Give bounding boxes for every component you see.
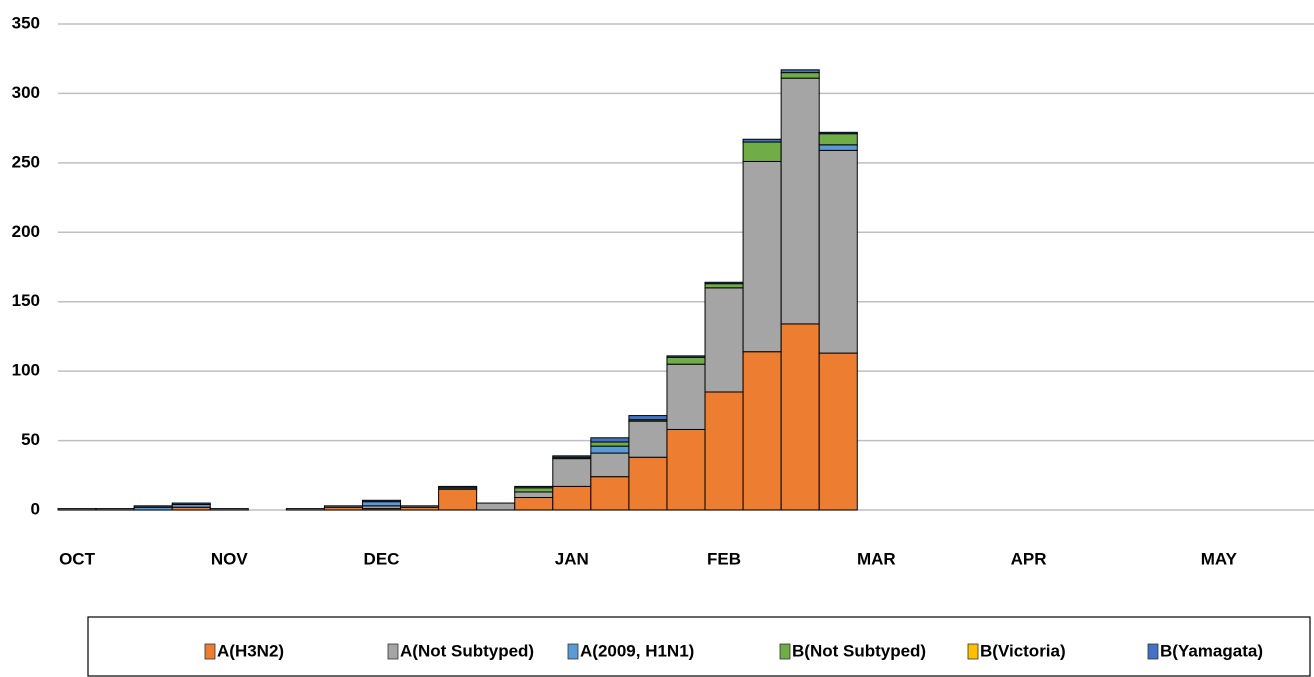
bar-segment bbox=[57, 508, 97, 511]
bar-segment bbox=[590, 452, 630, 478]
bar-segment bbox=[361, 499, 402, 503]
legend-label: A(2009, H1N1) bbox=[580, 641, 694, 660]
bar-segment bbox=[818, 144, 858, 151]
bar-segment bbox=[628, 420, 668, 458]
legend-swatch bbox=[387, 643, 399, 660]
bar-segment bbox=[818, 131, 858, 135]
x-tick-label: APR bbox=[1011, 549, 1047, 568]
x-tick-label: MAY bbox=[1201, 549, 1238, 568]
bar-segment bbox=[704, 287, 744, 393]
bar-segment bbox=[514, 491, 554, 499]
bar-segment bbox=[666, 363, 706, 430]
bar-segment bbox=[780, 69, 820, 74]
bar-segment bbox=[780, 77, 820, 325]
y-tick-label: 200 bbox=[12, 222, 40, 241]
bar-segment bbox=[742, 351, 782, 511]
legend-box bbox=[87, 616, 1311, 677]
bar-segment bbox=[438, 488, 478, 511]
y-tick-label: 350 bbox=[12, 13, 40, 32]
legend-label: B(Not Subtyped) bbox=[792, 641, 926, 660]
bar-segment bbox=[742, 141, 782, 162]
bar-segment bbox=[628, 415, 668, 421]
bar-segment bbox=[133, 505, 173, 508]
bar-segment bbox=[95, 508, 135, 511]
y-tick-label: 0 bbox=[31, 499, 40, 518]
bar-segment bbox=[209, 508, 249, 511]
bar-segment bbox=[514, 487, 554, 493]
bar-segment bbox=[666, 428, 706, 511]
bar-segment bbox=[818, 149, 858, 354]
legend-swatch bbox=[204, 643, 216, 660]
legend-label: A(Not Subtyped) bbox=[400, 641, 534, 660]
bar-segment bbox=[552, 485, 592, 511]
bar-segment bbox=[704, 391, 744, 511]
bar-segment bbox=[285, 508, 325, 511]
bar-segment bbox=[171, 502, 211, 505]
bar-segment bbox=[552, 455, 592, 458]
y-tick-label: 100 bbox=[12, 361, 40, 380]
bar-segment bbox=[476, 502, 516, 511]
y-tick-label: 300 bbox=[12, 83, 40, 102]
bar-segment bbox=[704, 281, 744, 285]
legend-swatch bbox=[967, 643, 979, 660]
y-tick-label: 150 bbox=[12, 291, 40, 310]
legend-label: B(Victoria) bbox=[980, 641, 1066, 660]
legend-swatch bbox=[567, 643, 579, 660]
bar-segment bbox=[704, 283, 744, 289]
y-tick-label: 50 bbox=[21, 430, 40, 449]
bar-segment bbox=[552, 458, 592, 487]
bar-segment bbox=[818, 133, 858, 146]
bar-segment bbox=[514, 497, 554, 511]
bar-segment bbox=[514, 485, 554, 489]
legend-label: B(Yamagata) bbox=[1160, 641, 1263, 660]
x-tick-label: JAN bbox=[555, 549, 589, 568]
x-tick-label: MAR bbox=[857, 549, 896, 568]
legend-swatch bbox=[779, 643, 791, 660]
bar-segment bbox=[818, 352, 858, 511]
x-tick-label: DEC bbox=[364, 549, 400, 568]
bar-segment bbox=[438, 485, 478, 489]
bar-segment bbox=[590, 437, 630, 443]
bar-segment bbox=[742, 160, 782, 353]
bar-segment bbox=[666, 355, 706, 358]
bar-segment bbox=[780, 72, 820, 79]
bar-segment bbox=[742, 138, 782, 143]
legend-label: A(H3N2) bbox=[217, 641, 284, 660]
bar-segment bbox=[666, 356, 706, 365]
bar-segment bbox=[400, 505, 440, 508]
bar-segment bbox=[590, 441, 630, 447]
x-tick-label: OCT bbox=[59, 549, 96, 568]
x-tick-label: NOV bbox=[211, 549, 249, 568]
bar-segment bbox=[361, 501, 402, 507]
y-tick-label: 250 bbox=[12, 152, 40, 171]
x-tick-label: FEB bbox=[707, 549, 741, 568]
bar-segment bbox=[780, 323, 820, 511]
bar-segment bbox=[628, 456, 668, 511]
legend-swatch bbox=[1147, 643, 1159, 660]
bar-segment bbox=[590, 476, 630, 511]
bar-segment bbox=[323, 505, 363, 508]
bar-segment bbox=[590, 445, 630, 454]
